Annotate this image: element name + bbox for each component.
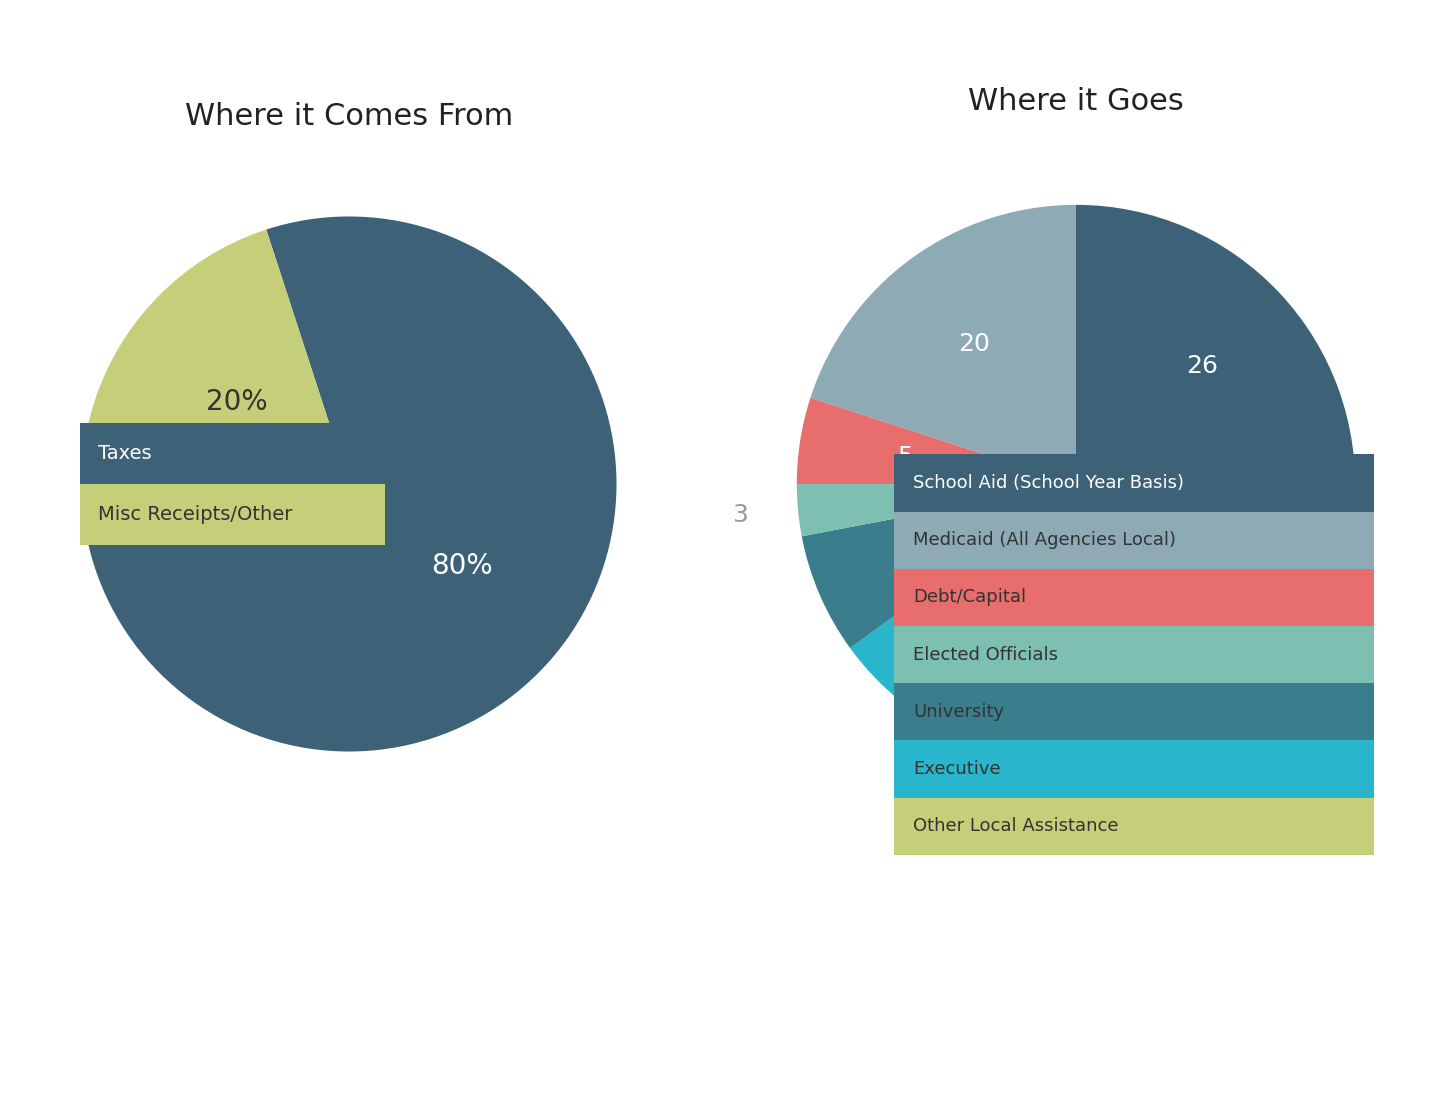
Title: Where it Goes: Where it Goes bbox=[968, 87, 1184, 116]
Wedge shape bbox=[801, 484, 1076, 648]
Text: Taxes: Taxes bbox=[99, 444, 151, 463]
Text: Debt/Capital: Debt/Capital bbox=[913, 588, 1027, 606]
Wedge shape bbox=[797, 484, 1076, 537]
Text: 20%: 20% bbox=[205, 388, 268, 416]
Text: 3: 3 bbox=[733, 503, 747, 527]
Text: 80%: 80% bbox=[430, 552, 493, 580]
Text: Executive: Executive bbox=[913, 760, 1000, 778]
Text: Elected Officials: Elected Officials bbox=[913, 646, 1059, 663]
Text: Medicaid (All Agencies Local): Medicaid (All Agencies Local) bbox=[913, 531, 1176, 549]
Text: 7: 7 bbox=[909, 541, 925, 564]
Text: 17: 17 bbox=[992, 630, 1024, 654]
Title: Where it Comes From: Where it Comes From bbox=[185, 101, 513, 131]
Text: University: University bbox=[913, 703, 1005, 720]
Wedge shape bbox=[81, 217, 616, 751]
Text: 5: 5 bbox=[897, 444, 913, 469]
Text: Other Local Assistance: Other Local Assistance bbox=[913, 817, 1120, 835]
Wedge shape bbox=[797, 398, 1076, 484]
Text: 22: 22 bbox=[1186, 591, 1218, 615]
Text: School Aid (School Year Basis): School Aid (School Year Basis) bbox=[913, 474, 1185, 492]
Wedge shape bbox=[810, 205, 1076, 484]
Wedge shape bbox=[1076, 484, 1355, 761]
Wedge shape bbox=[851, 484, 1111, 763]
Wedge shape bbox=[1076, 205, 1355, 502]
Wedge shape bbox=[81, 230, 349, 484]
Text: 20: 20 bbox=[958, 332, 990, 356]
Text: 26: 26 bbox=[1186, 353, 1218, 377]
Text: Misc Receipts/Other: Misc Receipts/Other bbox=[99, 505, 292, 524]
